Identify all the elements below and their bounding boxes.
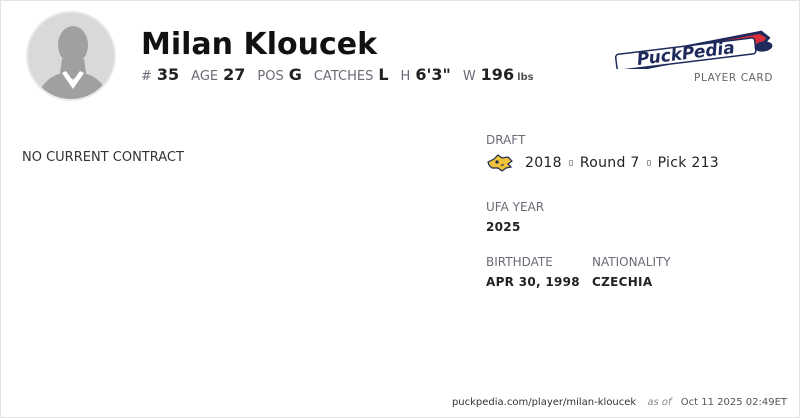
draft-label: DRAFT — [486, 133, 526, 147]
player-card-label: PLAYER CARD — [694, 72, 773, 84]
stat-position: POS G — [257, 65, 301, 84]
svg-text:PuckPedia: PuckPedia — [636, 38, 736, 69]
silhouette-avatar-icon — [28, 13, 114, 99]
as-of-label: as of — [647, 397, 672, 408]
nationality-label: NATIONALITY — [592, 255, 671, 269]
stat-value: 35 — [156, 65, 180, 84]
nationality-value: CZECHIA — [592, 275, 653, 289]
footer: puckpedia.com/player/milan-kloucek as of… — [452, 397, 787, 408]
separator-icon — [646, 160, 651, 166]
contract-status: NO CURRENT CONTRACT — [22, 150, 184, 165]
stat-value: 196 — [480, 65, 515, 84]
predators-logo-icon — [487, 154, 513, 172]
ufa-year-value: 2025 — [486, 220, 521, 234]
stat-value: L — [378, 65, 389, 84]
stat-value: G — [288, 65, 302, 84]
stat-label: H — [400, 69, 411, 84]
birthdate-label: BIRTHDATE — [486, 255, 553, 269]
avatar — [26, 11, 116, 101]
draft-round: Round 7 — [579, 155, 640, 171]
player-url-link[interactable]: puckpedia.com/player/milan-kloucek — [451, 397, 637, 408]
player-stats-row: #35 AGE 27 POS G CATCHES L H 6'3" W 196 lbs — [141, 65, 546, 87]
timestamp: Oct 11 2025 02:49ET — [680, 397, 787, 408]
separator-icon — [568, 160, 573, 166]
stat-label: W — [462, 69, 476, 84]
stat-label: CATCHES — [313, 69, 374, 84]
stat-label: POS — [257, 69, 284, 84]
puckpedia-logo[interactable]: PuckPedia — [613, 25, 775, 69]
stat-value: 27 — [223, 65, 246, 84]
draft-pick: Pick 213 — [657, 155, 720, 171]
birthdate-value: APR 30, 1998 — [486, 275, 580, 289]
draft-info: 2018 Round 7 Pick 213 — [486, 153, 719, 173]
ufa-year-label: UFA YEAR — [486, 200, 545, 214]
player-name: Milan Kloucek — [141, 27, 378, 62]
stat-age: AGE 27 — [191, 65, 245, 84]
stat-value: 6'3" — [415, 65, 451, 84]
stat-unit: lbs — [517, 72, 534, 83]
stat-weight: W 196 lbs — [463, 65, 534, 84]
stat-label: # — [141, 69, 152, 84]
draft-year: 2018 — [525, 155, 562, 171]
stat-height: H 6'3" — [401, 65, 451, 84]
stat-label: AGE — [191, 69, 219, 84]
stat-catches: CATCHES L — [314, 65, 389, 84]
stat-number: #35 — [141, 65, 179, 84]
